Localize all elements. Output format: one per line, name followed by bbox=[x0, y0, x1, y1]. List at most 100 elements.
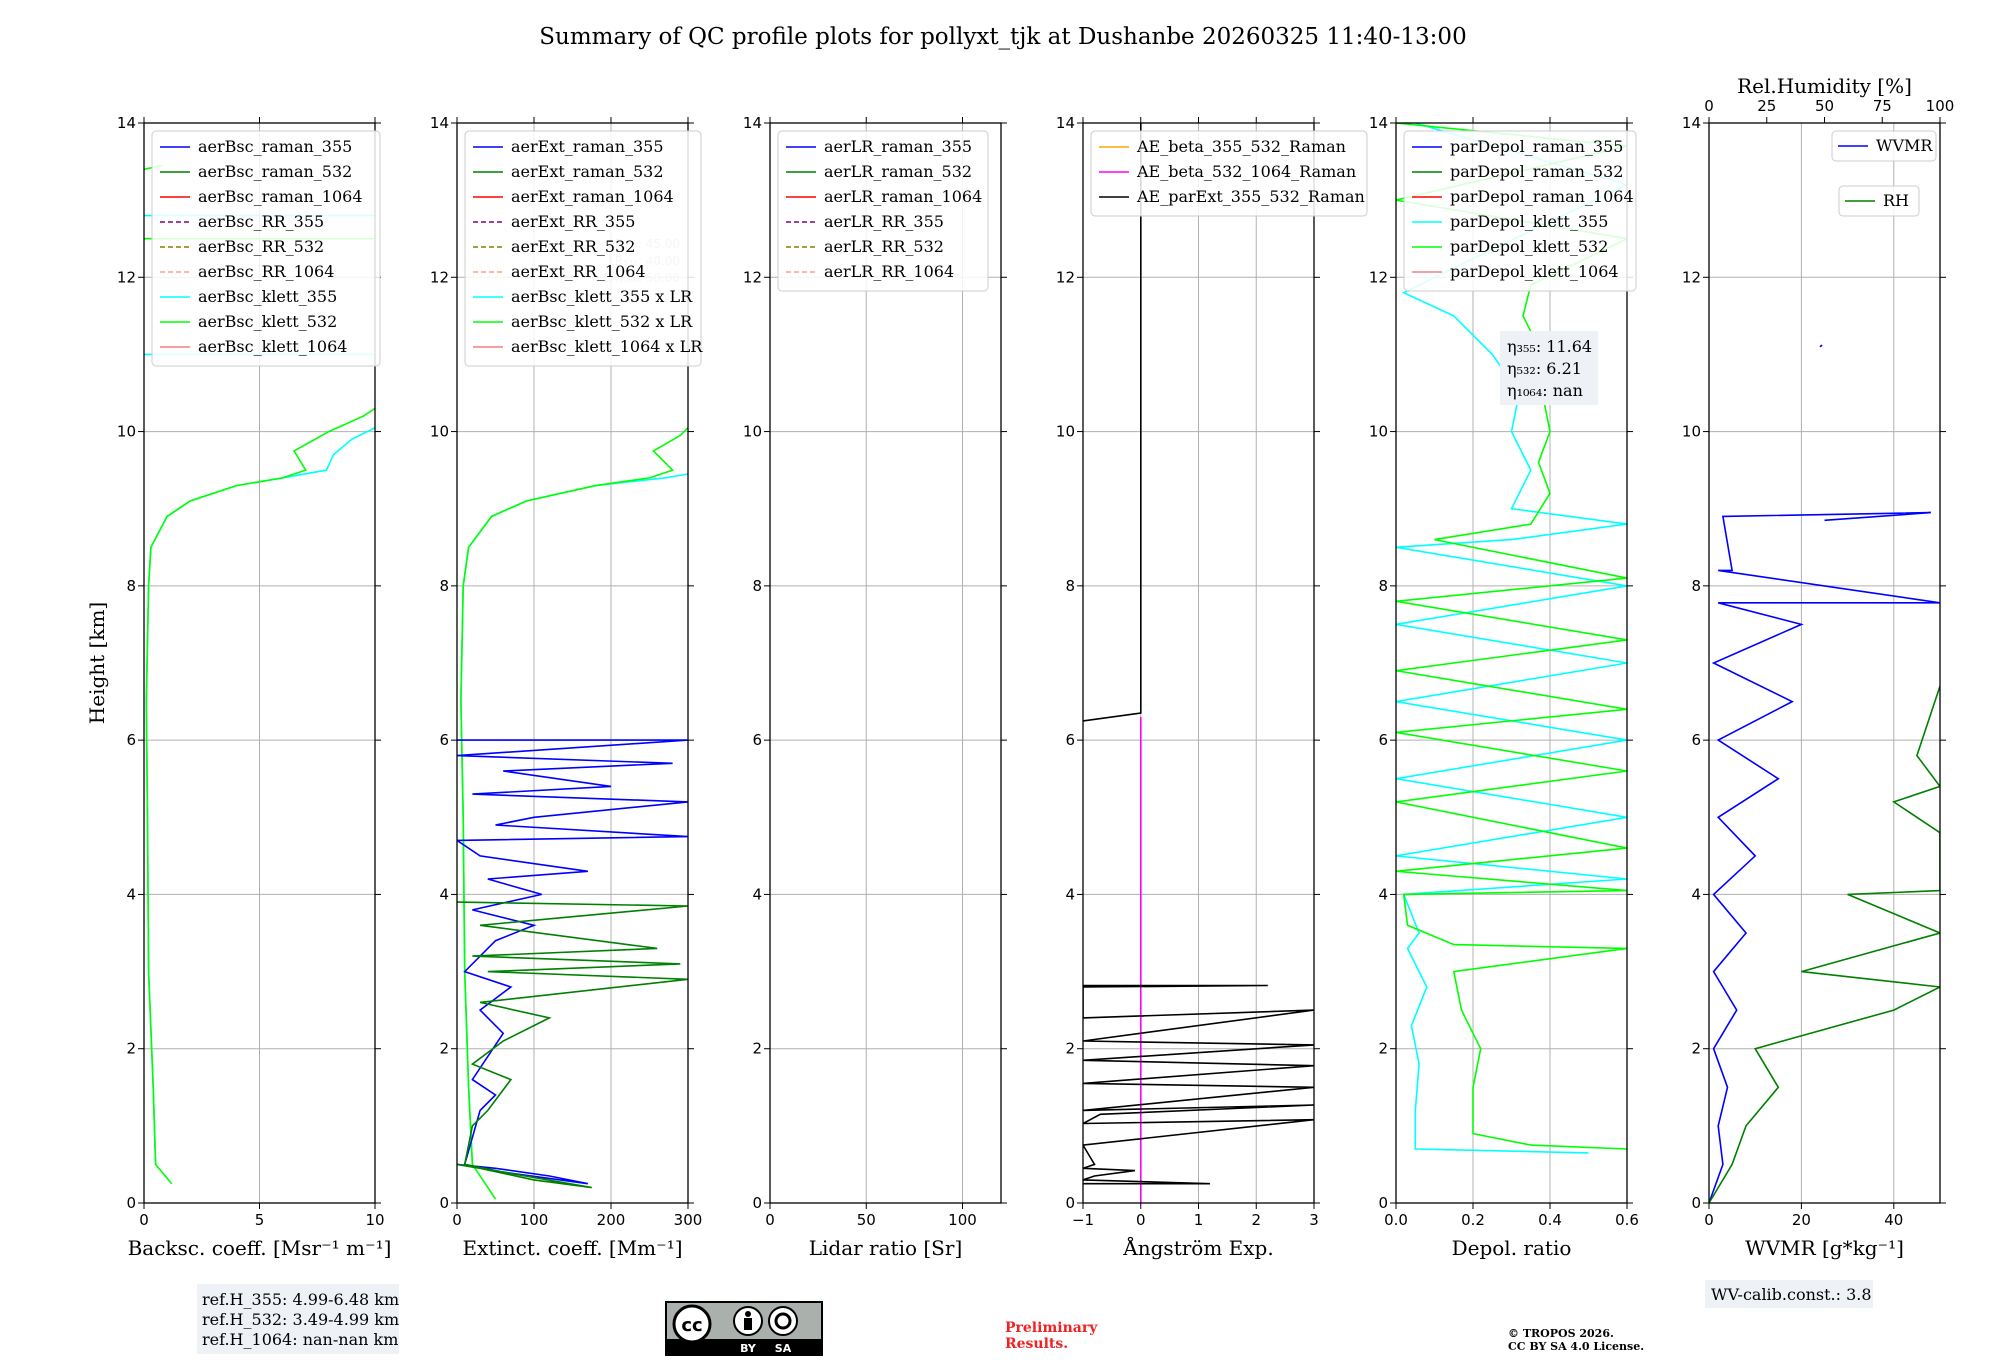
series-line-1 bbox=[460, 427, 688, 1200]
ytick-label-6: 12 bbox=[430, 268, 449, 286]
legend-label-2: AE_parExt_355_532_Raman bbox=[1136, 187, 1365, 206]
by-person-head bbox=[745, 1311, 751, 1317]
x-axis-label: WVMR [g*kg⁻¹] bbox=[1745, 1236, 1904, 1260]
series-group bbox=[457, 427, 688, 1200]
legend-label-1: aerLR_raman_532 bbox=[824, 162, 972, 181]
series-line-0 bbox=[1396, 123, 1627, 1154]
series-group bbox=[1083, 123, 1314, 1203]
sa-share-arrow bbox=[774, 1312, 792, 1330]
ytick-label-5: 10 bbox=[1682, 423, 1701, 441]
legend-box bbox=[777, 130, 989, 292]
ytick-label-3: 6 bbox=[1378, 731, 1388, 749]
xtick-label-2: 100 bbox=[948, 1211, 977, 1229]
ytick-label-6: 12 bbox=[117, 268, 136, 286]
x-axis-label: Lidar ratio [Sr] bbox=[809, 1236, 963, 1260]
xtick-label-3: 300 bbox=[674, 1211, 703, 1229]
xtick-label-2: 10 bbox=[365, 1211, 384, 1229]
legend-label-4: aerExt_RR_532 bbox=[511, 237, 635, 256]
cc-text: cc bbox=[681, 1315, 702, 1336]
legend-label-0: aerBsc_raman_355 bbox=[198, 137, 352, 156]
copyright-line-1: © TROPOS 2026. bbox=[1508, 1327, 1614, 1340]
preliminary-line-2: Results. bbox=[1005, 1336, 1068, 1352]
ytick-label-0: 0 bbox=[126, 1194, 136, 1212]
ytick-label-1: 2 bbox=[1691, 1040, 1701, 1058]
ref-height-line-0: ref.H_355: 4.99-6.48 km bbox=[202, 1290, 399, 1309]
ytick-label-3: 6 bbox=[1065, 731, 1075, 749]
series-line-2 bbox=[1083, 984, 1314, 1185]
xtick-label-3: 0.6 bbox=[1615, 1211, 1639, 1229]
x-axis-label: Depol. ratio bbox=[1452, 1236, 1572, 1260]
legend-label-3: aerLR_RR_355 bbox=[824, 212, 944, 231]
series-line-1 bbox=[145, 407, 375, 1185]
xtick-label-0: 0 bbox=[139, 1211, 149, 1229]
ytick-label-6: 12 bbox=[1369, 268, 1388, 286]
xtick-label-0: 0 bbox=[1704, 1211, 1714, 1229]
series-line-0 bbox=[1709, 511, 1940, 1203]
ytick-label-7: 14 bbox=[117, 114, 136, 132]
legend-label-7: aerBsc_klett_532 bbox=[198, 312, 337, 331]
series-line-1 bbox=[1083, 123, 1142, 722]
ytick-label-6: 12 bbox=[1682, 268, 1701, 286]
eta-label-2: η₁₀₆₄: nan bbox=[1507, 381, 1583, 400]
legend-label-4: aerBsc_RR_532 bbox=[198, 237, 324, 256]
legend-label-6: aerBsc_klett_355 bbox=[198, 287, 337, 306]
panel-depol: 0.0 0.2 0.4 0.6 0 2 4 6 8 10 12 14 Depol. ratio parDe… bbox=[1369, 114, 1639, 1260]
ytick-label-4: 8 bbox=[1378, 577, 1388, 595]
ytick-label-2: 4 bbox=[1065, 885, 1075, 903]
legend-label-0: aerLR_raman_355 bbox=[824, 137, 972, 156]
ytick-label-3: 6 bbox=[439, 731, 449, 749]
xtick-label-1: 20 bbox=[1792, 1211, 1811, 1229]
sa-text: SA bbox=[775, 1342, 792, 1355]
panel-backscatter: 0 5 10 0 2 4 6 8 10 12 14 Backsc. coeff. [Msr⁻¹ m⁻¹… bbox=[85, 114, 399, 1354]
legend-label-3: parDepol_klett_355 bbox=[1450, 212, 1608, 231]
wv-calib-box bbox=[1705, 1280, 1873, 1308]
xtick-label-2: 0.4 bbox=[1538, 1211, 1562, 1229]
xtick-top-label-2: 50 bbox=[1815, 97, 1834, 115]
ytick-label-5: 10 bbox=[1369, 423, 1388, 441]
by-person-body bbox=[744, 1318, 752, 1330]
xtick-label-2: 200 bbox=[597, 1211, 626, 1229]
legend-label-5: aerExt_RR_1064 bbox=[511, 262, 646, 281]
legend-box-0 bbox=[1831, 130, 1937, 162]
panel-extinction: 0 100 200 300 0 2 4 6 8 10 12 14 Extinct. coeff. [Mm… bbox=[430, 114, 703, 1260]
xtick-label-0: 0.0 bbox=[1384, 1211, 1408, 1229]
legend-label-1: AE_beta_532_1064_Raman bbox=[1136, 162, 1356, 181]
copyright-line-2: CC BY SA 4.0 License. bbox=[1508, 1340, 1644, 1353]
x-axis-label: Extinct. coeff. [Mm⁻¹] bbox=[462, 1236, 682, 1260]
wvmr-stray-point bbox=[1819, 344, 1823, 348]
legend-label-2: aerExt_raman_1064 bbox=[511, 187, 674, 206]
preliminary-line-1: Preliminary bbox=[1005, 1320, 1098, 1336]
legend-label-0: AE_beta_355_532_Raman bbox=[1136, 137, 1346, 156]
legend-label-5: aerBsc_RR_1064 bbox=[198, 262, 334, 281]
xtick-label-1: 0.2 bbox=[1461, 1211, 1485, 1229]
ytick-label-4: 8 bbox=[752, 577, 762, 595]
xtick-label-2: 1 bbox=[1194, 1211, 1204, 1229]
cc-icon bbox=[672, 1304, 712, 1344]
series-line-0 bbox=[145, 426, 375, 1165]
ytick-label-5: 10 bbox=[1056, 423, 1075, 441]
xtick-label-1: 100 bbox=[520, 1211, 549, 1229]
ytick-label-4: 8 bbox=[1065, 577, 1075, 595]
legend-label-0: WVMR bbox=[1876, 136, 1933, 155]
legend-label-1: parDepol_raman_532 bbox=[1450, 162, 1623, 181]
xtick-top-label-3: 75 bbox=[1873, 97, 1892, 115]
ytick-label-3: 6 bbox=[1691, 731, 1701, 749]
x-axis-label: Ångström Exp. bbox=[1122, 1235, 1273, 1260]
legend-box bbox=[151, 130, 381, 367]
legend-label-2: parDepol_raman_1064 bbox=[1450, 187, 1634, 206]
xtick-label-1: 50 bbox=[857, 1211, 876, 1229]
xtick-label-0: 0 bbox=[765, 1211, 775, 1229]
legend-label-4: aerLR_RR_532 bbox=[824, 237, 944, 256]
legend-box bbox=[464, 130, 702, 367]
ytick-label-0: 0 bbox=[752, 1194, 762, 1212]
xtick-top-label-4: 100 bbox=[1926, 97, 1955, 115]
ytick-label-3: 6 bbox=[126, 731, 136, 749]
legend-label-5: parDepol_klett_1064 bbox=[1450, 262, 1619, 281]
axes-frame bbox=[1708, 122, 1941, 1204]
sa-share-icon bbox=[768, 1306, 798, 1336]
legend-label-4: parDepol_klett_532 bbox=[1450, 237, 1608, 256]
ytick-label-5: 10 bbox=[430, 423, 449, 441]
legend-label-6: aerBsc_klett_355 x LR bbox=[511, 287, 693, 306]
